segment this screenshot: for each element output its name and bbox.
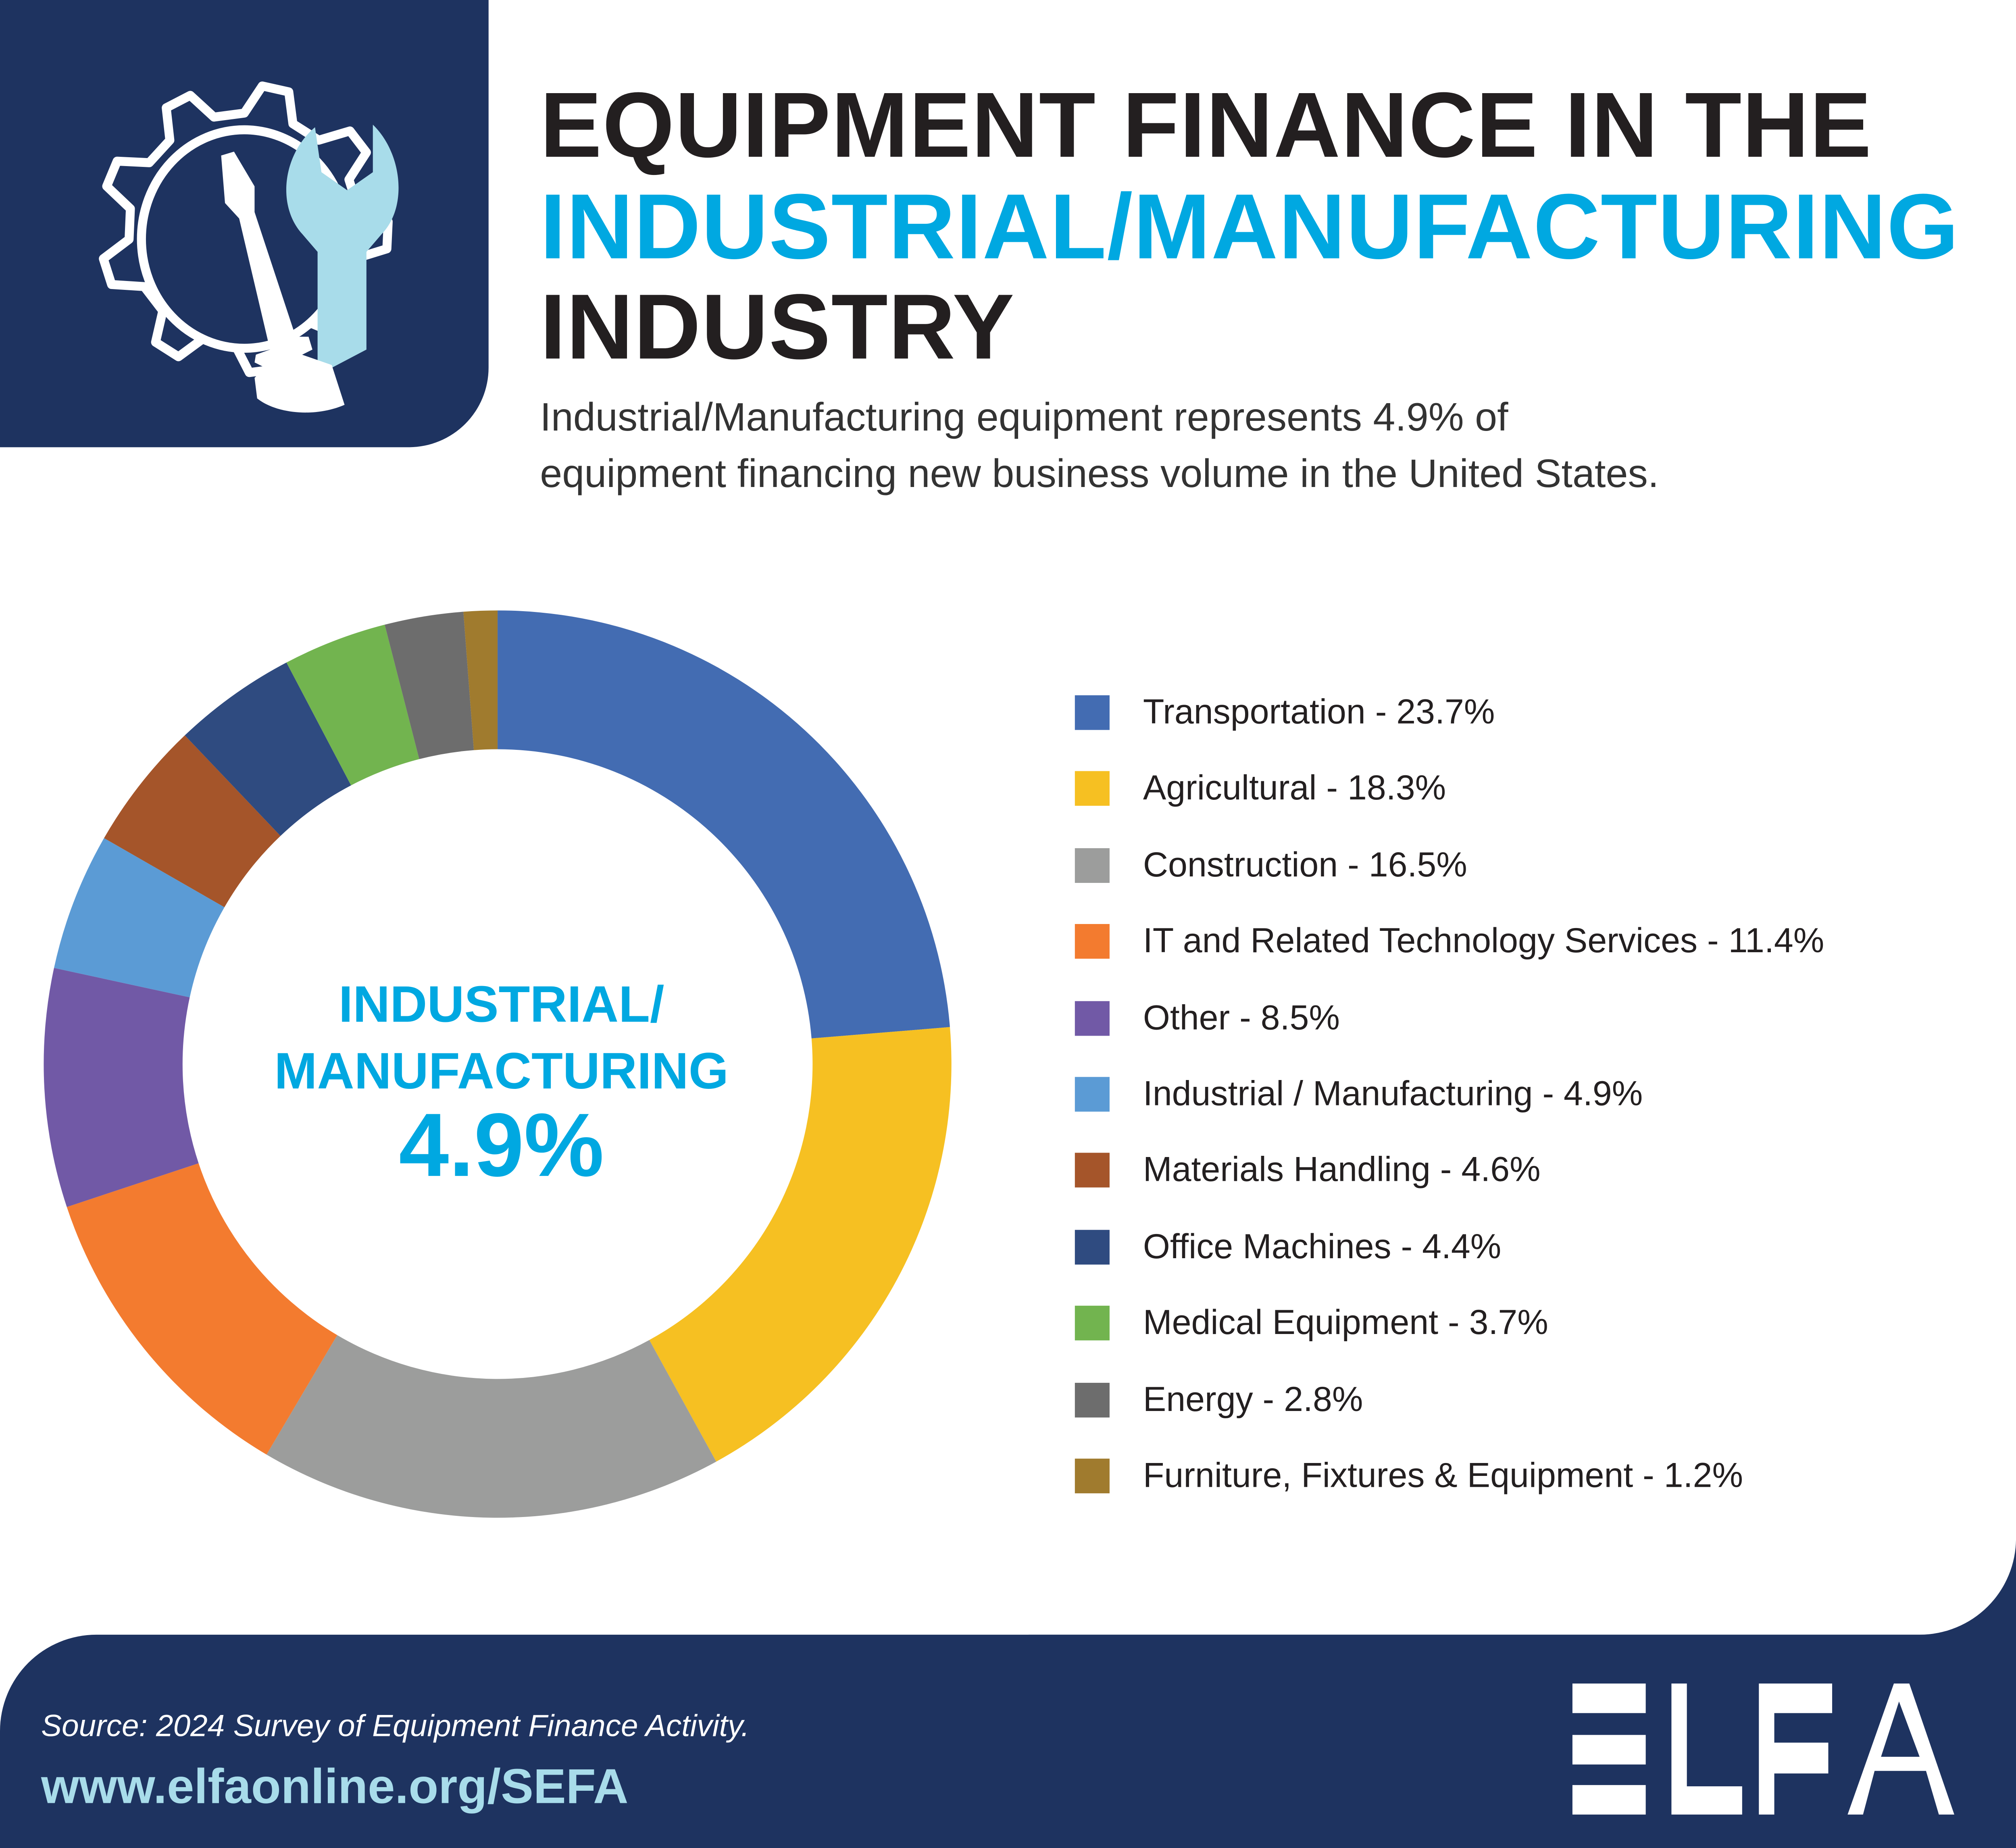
donut-slice-industrial-manufacturing [54, 838, 225, 997]
donut-slice-other [44, 968, 199, 1207]
legend-swatch [1075, 1306, 1110, 1341]
legend-label: Construction - 16.5% [1143, 845, 1467, 884]
subtitle-line-1: Industrial/Manufacturing equipment repre… [540, 394, 1508, 440]
donut-slice-office-machines [185, 662, 351, 836]
donut-slice-transportation [498, 610, 950, 1038]
legend-swatch [1075, 771, 1110, 806]
donut-slice-construction [267, 1335, 716, 1518]
legend-swatch [1075, 695, 1110, 730]
source-note: Source: 2024 Survey of Equipment Finance… [41, 1709, 750, 1744]
legend-label: Office Machines - 4.4% [1143, 1227, 1502, 1266]
donut-chart [44, 610, 952, 1518]
legend-label: Materials Handling - 4.6% [1143, 1151, 1541, 1189]
title-line-1: EQUIPMENT FINANCE IN THE [540, 74, 1872, 177]
legend-label: Industrial / Manufacturing - 4.9% [1143, 1074, 1643, 1113]
donut-slice-medical-equipment [286, 624, 419, 786]
title-line-3: INDUSTRY [540, 276, 1015, 379]
legend-label: Furniture, Fixtures & Equipment - 1.2% [1143, 1456, 1743, 1495]
donut-slice-energy [385, 612, 474, 760]
legend-label: Energy - 2.8% [1143, 1380, 1363, 1419]
elfa-logo [1572, 1684, 1954, 1815]
legend-swatch [1075, 1077, 1110, 1112]
donut-slice-furniture-fixtures-equipment [463, 610, 498, 750]
title-line-2: INDUSTRIAL/MANUFACTURING [540, 176, 1960, 279]
legend-swatch [1075, 1001, 1110, 1036]
center-label-value: 4.9% [399, 1095, 604, 1195]
legend-swatch [1075, 1382, 1110, 1417]
legend-label: IT and Related Technology Services - 11.… [1143, 922, 1824, 960]
subtitle-line-2: equipment financing new business volume … [540, 451, 1659, 496]
legend-swatch [1075, 848, 1110, 883]
gear-wrench-screwdriver-icon [99, 81, 399, 413]
legend-label: Transportation - 23.7% [1143, 693, 1495, 731]
donut-slice-agricultural [649, 1027, 952, 1462]
donut-slice-materials-handling [104, 735, 281, 907]
website-link[interactable]: www.elfaonline.org/SEFA [41, 1761, 629, 1815]
legend-label: Medical Equipment - 3.7% [1143, 1303, 1548, 1342]
legend-swatch [1075, 1230, 1110, 1265]
icon-box [0, 0, 489, 447]
center-label-line-1: INDUSTRIAL/ [338, 976, 664, 1033]
legend-swatch [1075, 1153, 1110, 1188]
legend-swatch [1075, 1459, 1110, 1494]
center-label-line-2: MANUFACTURING [274, 1043, 729, 1100]
donut-slice-it-and-related-technology-services [67, 1163, 337, 1455]
legend-label: Agricultural - 18.3% [1143, 769, 1446, 808]
legend-label: Other - 8.5% [1143, 998, 1340, 1037]
legend-swatch [1075, 924, 1110, 959]
